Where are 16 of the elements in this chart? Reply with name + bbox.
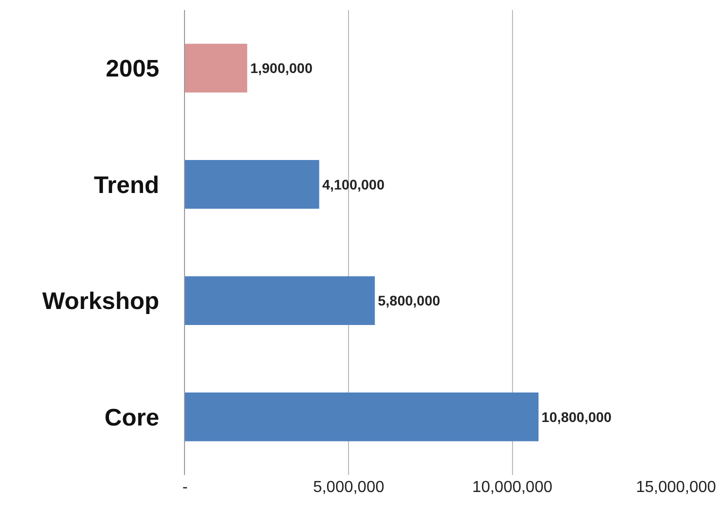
x-tick-label: 10,000,000 [472,479,552,496]
x-tick-label: 15,000,000 [636,479,716,496]
x-tick-label: 5,000,000 [313,479,384,496]
y-tick-label: Workshop [42,288,160,316]
data-label: 10,800,000 [542,408,612,425]
bar [185,392,539,442]
bar [185,44,248,93]
bar [185,276,375,326]
data-label: 5,800,000 [378,292,440,309]
data-label: 4,100,000 [322,176,385,192]
y-tick-label: 2005 [106,56,160,83]
y-tick-label: Core [104,404,160,432]
data-label: 1,900,000 [250,60,313,76]
x-tick-label: - [182,479,188,496]
bar [185,160,320,209]
y-tick-label: Trend [94,172,160,199]
